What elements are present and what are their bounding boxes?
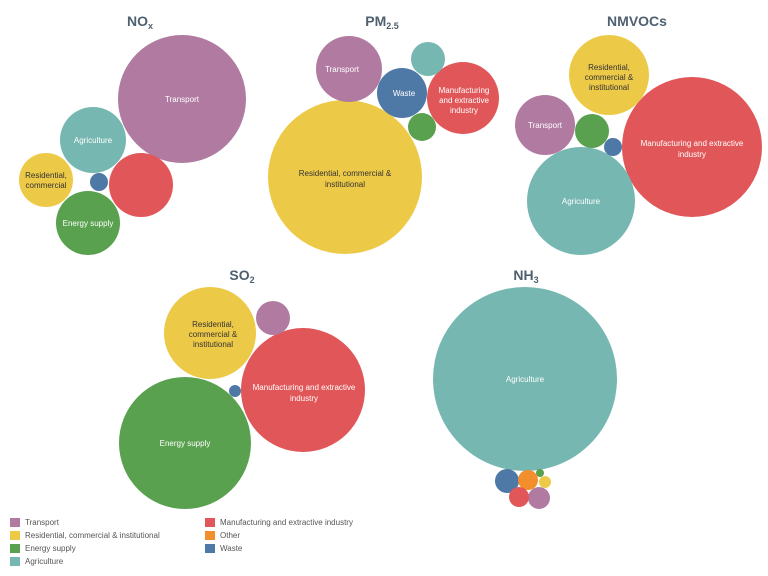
bubble-nmvocs-manufacturing-and-extractive-industry[interactable]	[622, 77, 762, 217]
bubble-label-so2-energy-supply: Energy supply	[160, 439, 211, 448]
panel-title-so2: SO2	[229, 267, 254, 285]
legend-item-energy-supply: Energy supply	[10, 542, 76, 554]
legend-label-energy-supply: Energy supply	[25, 543, 76, 553]
bubble-so2-transport[interactable]	[256, 301, 290, 335]
legend-label-agriculture: Agriculture	[25, 556, 64, 566]
legend-item-transport: Transport	[10, 516, 59, 528]
legend-item-other: Other	[205, 529, 240, 541]
bubble-label-pm2-5-waste: Waste	[393, 89, 416, 98]
legend-label-manufacturing: Manufacturing and extractive industry	[220, 517, 353, 527]
bubble-nox-manufacturing-and-extractive-industry[interactable]	[109, 153, 173, 217]
bubble-label-pm2-5-residential-commercial-institutional: Residential, commercial & institutional	[299, 169, 392, 189]
legend-swatch-agriculture	[10, 556, 20, 566]
bubble-label-pm2-5-manufacturing-and-extractive-industry: Manufacturing and extractive industry	[439, 86, 490, 115]
panel-title-nh3: NH3	[513, 267, 538, 285]
legend-swatch-other	[205, 530, 215, 540]
bubble-label-so2-manufacturing-and-extractive-industry: Manufacturing and extractive industry	[253, 383, 356, 403]
bubble-so2-waste[interactable]	[229, 385, 241, 397]
bubble-nh3-residential-commercial-institutional[interactable]	[539, 476, 551, 488]
panel-title-nox: NOx	[127, 13, 153, 31]
bubble-nmvocs-residential-commercial-institutional[interactable]	[569, 35, 649, 115]
bubble-nh3-manufacturing-and-extractive-industry[interactable]	[509, 487, 529, 507]
bubble-nh3-agriculture[interactable]	[433, 287, 617, 471]
bubble-nox-energy-supply[interactable]	[56, 191, 120, 255]
legend-item-manufacturing: Manufacturing and extractive industry	[205, 516, 353, 528]
legend: Transport Residential, commercial & inst…	[10, 514, 750, 570]
legend-swatch-transport	[10, 517, 20, 527]
bubble-pm2-5-agriculture[interactable]	[411, 42, 445, 76]
legend-label-other: Other	[220, 530, 241, 540]
bubble-label-nox-residential-commercial-institutional: Residential, commercial	[25, 171, 67, 190]
legend-swatch-energy-supply	[10, 543, 20, 553]
panel-title-nmvocs: NMVOCs	[607, 13, 667, 29]
legend-item-agriculture: Agriculture	[10, 555, 63, 567]
bubble-nmvocs-energy-supply[interactable]	[575, 114, 609, 148]
panel-nh3: NH3 Agriculture	[433, 267, 617, 509]
bubble-label-nmvocs-agriculture: Agriculture	[562, 197, 601, 206]
bubble-so2-residential-commercial-institutional[interactable]	[164, 287, 256, 379]
panel-pm2-5: PM2.5 Residential, commercial & institutio…	[268, 13, 499, 254]
panel-nox: NOx Transport Agriculture Residential, comme…	[19, 13, 246, 255]
legend-label-transport: Transport	[25, 517, 59, 527]
bubble-nh3-waste[interactable]	[495, 469, 519, 493]
legend-swatch-residential	[10, 530, 20, 540]
bubble-so2-manufacturing-and-extractive-industry[interactable]	[241, 328, 365, 452]
bubble-nh3-other[interactable]	[518, 470, 538, 490]
legend-swatch-waste	[205, 543, 215, 553]
bubble-label-so2-residential-commercial-institutional: Residential, commercial & institutional	[189, 320, 238, 349]
bubble-nox-residential-commercial-institutional[interactable]	[19, 153, 73, 207]
bubble-pm2-5-energy-supply[interactable]	[408, 113, 436, 141]
bubble-pm2-5-waste[interactable]	[377, 68, 427, 118]
bubble-label-nox-agriculture: Agriculture	[74, 136, 113, 145]
bubble-nox-waste[interactable]	[90, 173, 108, 191]
bubble-nmvocs-agriculture[interactable]	[527, 147, 635, 255]
panel-title-pm2-5: PM2.5	[365, 13, 399, 31]
bubble-pm2-5-transport[interactable]	[316, 36, 382, 102]
bubble-nh3-energy-supply[interactable]	[536, 469, 544, 477]
bubble-nox-transport[interactable]	[118, 35, 246, 163]
bubble-nh3-transport[interactable]	[528, 487, 550, 509]
bubble-label-nmvocs-transport: Transport	[528, 121, 563, 130]
bubble-label-nh3-agriculture: Agriculture	[506, 375, 545, 384]
bubble-label-nox-energy-supply: Energy supply	[63, 219, 114, 228]
panel-so2: SO2 Energy supply Manufacturing and extrac…	[119, 267, 365, 509]
legend-label-waste: Waste	[220, 543, 243, 553]
panel-nmvocs: NMVOCs Manufacturing and extractive indust…	[515, 13, 762, 255]
bubble-label-nmvocs-residential-commercial-institutional: Residential, commercial & institutional	[585, 63, 634, 92]
bubble-label-nox-transport: Transport	[165, 95, 200, 104]
legend-label-residential: Residential, commercial & institutional	[25, 530, 160, 540]
bubble-nox-agriculture[interactable]	[60, 107, 126, 173]
bubble-label-nmvocs-manufacturing-and-extractive-industry: Manufacturing and extractive industry	[641, 139, 744, 159]
bubble-nmvocs-waste[interactable]	[604, 138, 622, 156]
legend-item-residential: Residential, commercial & institutional	[10, 529, 160, 541]
bubble-pm2-5-manufacturing-and-extractive-industry[interactable]	[427, 62, 499, 134]
legend-swatch-manufacturing	[205, 517, 215, 527]
bubble-label-pm2-5-transport: Transport	[325, 65, 360, 74]
legend-item-waste: Waste	[205, 542, 242, 554]
bubble-nmvocs-transport[interactable]	[515, 95, 575, 155]
bubble-pm2-5-residential-commercial-institutional[interactable]	[268, 100, 422, 254]
bubble-chart-area: NOx Transport Agriculture Residential, comme…	[19, 13, 762, 509]
bubble-so2-energy-supply[interactable]	[119, 377, 251, 509]
